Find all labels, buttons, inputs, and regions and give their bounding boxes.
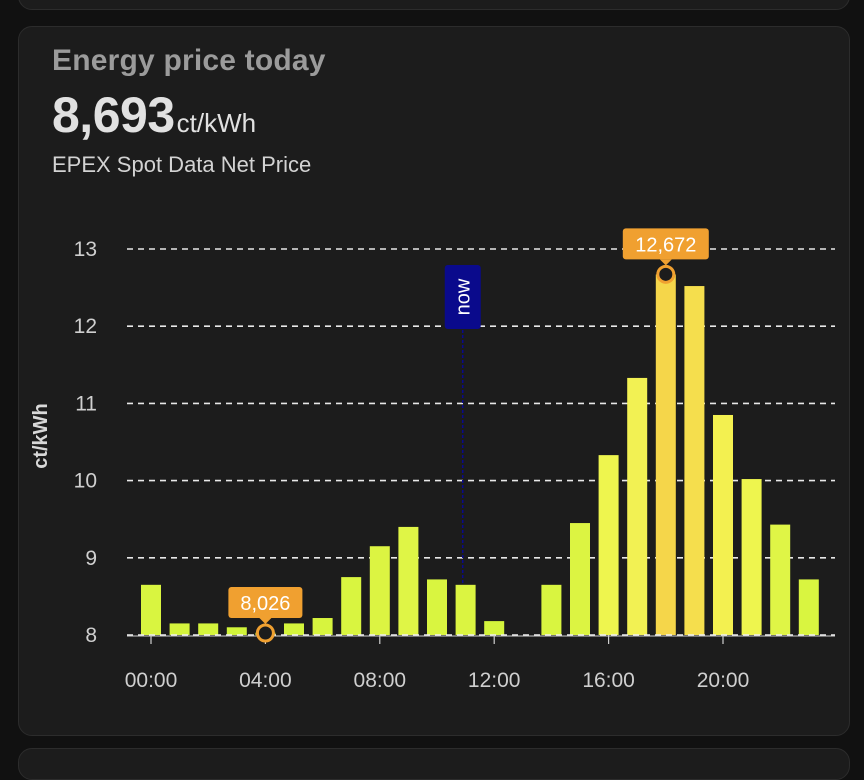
max-price-label: 12,672	[635, 234, 696, 256]
x-tick-label: 00:00	[125, 669, 178, 692]
y-axis-title: ct/kWh	[30, 403, 52, 469]
card-title: Energy price today	[52, 44, 326, 77]
current-price-value: 8,693	[52, 87, 175, 143]
max-price-badge-pointer	[659, 259, 672, 266]
y-tick-label: 13	[74, 238, 97, 261]
price-bar	[169, 623, 190, 635]
price-bar	[284, 623, 304, 635]
min-price-label: 8,026	[240, 593, 290, 615]
price-bar	[427, 579, 447, 635]
max-price-badge	[622, 228, 709, 260]
card-subtitle: EPEX Spot Data Net Price	[52, 152, 312, 177]
x-tick-label: 20:00	[697, 669, 750, 692]
extreme-markers: 12,672 8,026	[228, 228, 709, 643]
price-bar	[341, 577, 362, 635]
y-tick-label: 12	[74, 315, 97, 338]
next-card	[18, 748, 850, 780]
price-bar	[369, 546, 390, 635]
price-bar-chart: now 8 9 10 11 12 13 00:00 04:00 08:00 12:00 16:00 2…	[30, 228, 835, 692]
now-label: now	[453, 278, 475, 315]
y-tick-label: 10	[74, 470, 97, 493]
price-bar	[398, 526, 419, 635]
price-bar	[627, 377, 648, 635]
y-tick-label: 9	[85, 547, 97, 570]
min-price-point	[255, 623, 275, 643]
bars	[141, 274, 819, 635]
y-tick-label: 11	[75, 392, 97, 415]
x-tick-label: 08:00	[354, 669, 407, 692]
min-price-badge-pointer	[259, 617, 272, 624]
price-bar	[655, 274, 676, 635]
x-tick-label: 12:00	[468, 669, 521, 692]
price-bar	[312, 618, 333, 635]
price-bar	[541, 584, 562, 635]
price-bar	[455, 584, 476, 635]
price-bar	[226, 627, 247, 635]
current-price-unit: ct/kWh	[176, 108, 257, 138]
price-bar	[484, 621, 505, 635]
price-bar	[198, 623, 219, 635]
min-price-badge	[228, 586, 303, 618]
gridlines	[127, 248, 835, 559]
y-tick-label: 8	[85, 624, 97, 647]
price-bar	[741, 479, 762, 635]
x-tick-label: 16:00	[582, 669, 635, 692]
x-tick-label: 04:00	[239, 669, 292, 692]
price-bar	[713, 414, 733, 635]
now-marker: now	[444, 265, 481, 635]
axes: 8 9 10 11 12 13 00:00 04:00 08:00 12:00 16:00 20:00	[74, 238, 835, 692]
price-bar	[798, 579, 819, 635]
price-bar	[684, 286, 705, 635]
price-bar	[598, 455, 619, 635]
price-bar	[141, 584, 161, 635]
current-price: 8,693ct/kWh	[52, 86, 256, 144]
price-bar	[570, 523, 590, 635]
now-badge	[444, 265, 481, 329]
max-price-point	[656, 264, 676, 284]
price-bar	[770, 524, 791, 635]
